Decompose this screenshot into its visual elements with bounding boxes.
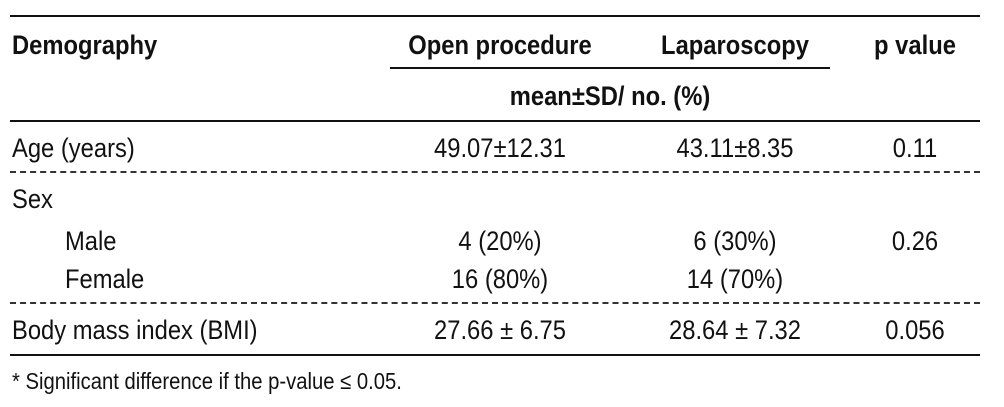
- cell-sex-p: 0.26: [891, 226, 939, 256]
- row-label-sex: Sex: [12, 184, 53, 214]
- row-label-female: Female: [65, 264, 145, 294]
- cell-male-lap: 6 (30%): [693, 226, 777, 256]
- cell-bmi-open: 27.66 ± 6.75: [434, 315, 566, 345]
- top-rule: [10, 15, 980, 17]
- row-divider-2: [10, 302, 980, 304]
- bottom-rule: [10, 354, 980, 356]
- header-demography: Demography: [12, 30, 158, 60]
- header-p-value: p value: [874, 30, 956, 60]
- header-units: mean±SD/ no. (%): [509, 81, 711, 111]
- cell-female-lap: 14 (70%): [686, 264, 784, 294]
- row-divider-1: [10, 171, 980, 173]
- cell-male-open: 4 (20%): [458, 226, 542, 256]
- header-bottom-rule: [10, 120, 980, 122]
- table-footnote: * Significant difference if the p-value …: [12, 368, 402, 394]
- cell-age-p: 0.11: [892, 133, 938, 163]
- cell-female-open: 16 (80%): [451, 264, 549, 294]
- cell-bmi-lap: 28.64 ± 7.32: [669, 315, 801, 345]
- row-label-bmi: Body mass index (BMI): [12, 315, 258, 345]
- cell-age-open: 49.07±12.31: [434, 133, 566, 163]
- cell-age-lap: 43.11±8.35: [676, 133, 794, 163]
- row-label-male: Male: [65, 226, 117, 256]
- row-label-age: Age (years): [12, 133, 135, 163]
- header-open-procedure: Open procedure: [408, 30, 592, 60]
- cell-bmi-p: 0.056: [885, 315, 945, 345]
- header-laparoscopy: Laparoscopy: [661, 30, 809, 60]
- header-subrule: [390, 67, 830, 69]
